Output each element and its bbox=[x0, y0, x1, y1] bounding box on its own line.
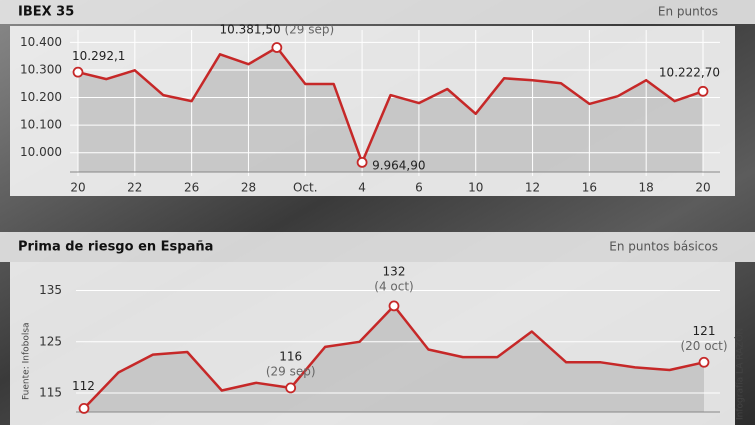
value-label: 9.964,90 bbox=[372, 158, 425, 172]
area bbox=[78, 47, 703, 172]
value-label: 112 bbox=[72, 379, 95, 393]
y-tick-label: 125 bbox=[39, 334, 62, 348]
credit: Infografía LA RAZÓN bbox=[734, 328, 746, 420]
x-tick-label: Oct. bbox=[293, 181, 318, 195]
y-tick-label: 135 bbox=[39, 283, 62, 297]
point-marker bbox=[388, 300, 400, 312]
value-label-text: 10.222,70 bbox=[659, 65, 720, 79]
y-tick-label: 10.000 bbox=[20, 145, 62, 159]
value-label: 10.381,50 (29 sep) bbox=[220, 22, 335, 36]
value-note: (4 oct) bbox=[374, 279, 413, 293]
x-tick-label: 6 bbox=[415, 181, 423, 195]
value-label-text: 10.381,50 bbox=[220, 22, 281, 36]
y-tick-label: 10.300 bbox=[20, 62, 62, 76]
y-tick-label: 10.400 bbox=[20, 35, 62, 49]
y-tick-label: 10.100 bbox=[20, 118, 62, 132]
point-marker bbox=[356, 156, 368, 168]
x-tick-label: 22 bbox=[127, 181, 142, 195]
x-tick-label: 16 bbox=[582, 181, 597, 195]
header-band bbox=[0, 0, 755, 24]
x-tick-label: 10 bbox=[468, 181, 483, 195]
value-label: 10.292,1 bbox=[72, 49, 125, 63]
x-tick-label: 26 bbox=[184, 181, 199, 195]
y-tick-label: 10.200 bbox=[20, 90, 62, 104]
chart-title: Prima de riesgo en España bbox=[18, 240, 213, 255]
value-label: 10.222,70 bbox=[659, 65, 720, 79]
value-note: (20 oct) bbox=[680, 339, 727, 353]
y-tick-label: 115 bbox=[39, 386, 62, 400]
x-tick-label: 28 bbox=[241, 181, 256, 195]
chart-subtitle: En puntos básicos bbox=[609, 240, 718, 254]
value-label-text: 10.292,1 bbox=[72, 49, 125, 63]
chart-title: IBEX 35 bbox=[18, 5, 74, 20]
point-marker bbox=[697, 85, 709, 97]
point-marker bbox=[78, 403, 90, 414]
value-note: (29 sep) bbox=[284, 22, 334, 36]
value-label: 116 bbox=[279, 349, 302, 363]
chart-subtitle: En puntos bbox=[658, 5, 718, 19]
x-tick-label: 4 bbox=[358, 181, 366, 195]
value-label: 121 bbox=[693, 324, 716, 338]
x-tick-label: 18 bbox=[639, 181, 654, 195]
line bbox=[77, 46, 704, 164]
x-tick-label: 20 bbox=[70, 181, 85, 195]
point-marker bbox=[271, 42, 283, 53]
source: Fuente: Infobolsa bbox=[22, 322, 32, 400]
point-marker bbox=[698, 356, 710, 368]
point-marker bbox=[72, 66, 84, 78]
area bbox=[84, 305, 704, 412]
x-tick-label: 20 bbox=[695, 181, 710, 195]
value-label-text: 9.964,90 bbox=[372, 158, 425, 172]
x-tick-label: 12 bbox=[525, 181, 540, 195]
header-band bbox=[0, 232, 755, 262]
value-note: (29 sep) bbox=[266, 364, 316, 378]
value-label: 132 bbox=[383, 264, 406, 278]
point-marker bbox=[285, 382, 297, 394]
